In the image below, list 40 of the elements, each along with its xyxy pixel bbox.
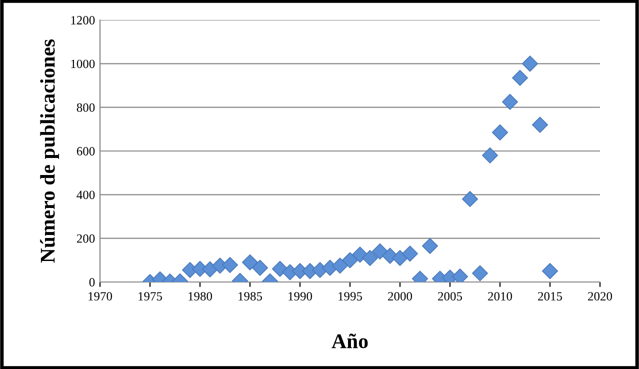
- point: [342, 252, 358, 268]
- y-tick-label: 1000: [71, 60, 95, 68]
- point: [502, 94, 518, 110]
- x-tick-label: 2000: [388, 292, 412, 301]
- x-tick-label: 1990: [288, 292, 312, 301]
- point: [532, 116, 548, 133]
- x-tick-label: 1985: [238, 292, 262, 301]
- y-tick-label: 600: [76, 147, 95, 156]
- y-tick-label: 0: [89, 278, 95, 286]
- point: [242, 254, 258, 270]
- y-axis-title: Número de publicaciones: [40, 39, 60, 263]
- point: [222, 256, 238, 273]
- point: [482, 147, 498, 164]
- x-tick-label: 1970: [88, 292, 112, 301]
- y-tick-label: 800: [76, 103, 95, 112]
- x-tick-label: 1980: [188, 292, 212, 301]
- point: [392, 250, 408, 266]
- x-tick-label: 2010: [488, 292, 512, 301]
- x-tick-label: 1995: [338, 292, 362, 301]
- point: [332, 258, 348, 274]
- point: [372, 243, 388, 260]
- point: [472, 265, 488, 282]
- x-axis-title: Año: [332, 334, 368, 348]
- y-tick-label: 1200: [71, 16, 95, 24]
- point: [522, 56, 538, 72]
- x-tick-label: 1975: [138, 292, 162, 301]
- point: [512, 70, 528, 86]
- y-tick-label: 400: [76, 190, 95, 200]
- y-tick-label: 200: [76, 234, 95, 243]
- point: [252, 260, 268, 276]
- point: [362, 250, 378, 266]
- point: [462, 191, 478, 208]
- point: [492, 124, 508, 140]
- point: [542, 263, 558, 280]
- x-tick-label: 2005: [438, 292, 462, 301]
- x-tick-label: 2020: [588, 292, 612, 301]
- point: [422, 238, 438, 254]
- x-tick-label: 2015: [538, 292, 562, 301]
- point: [202, 261, 218, 278]
- point: [402, 246, 418, 262]
